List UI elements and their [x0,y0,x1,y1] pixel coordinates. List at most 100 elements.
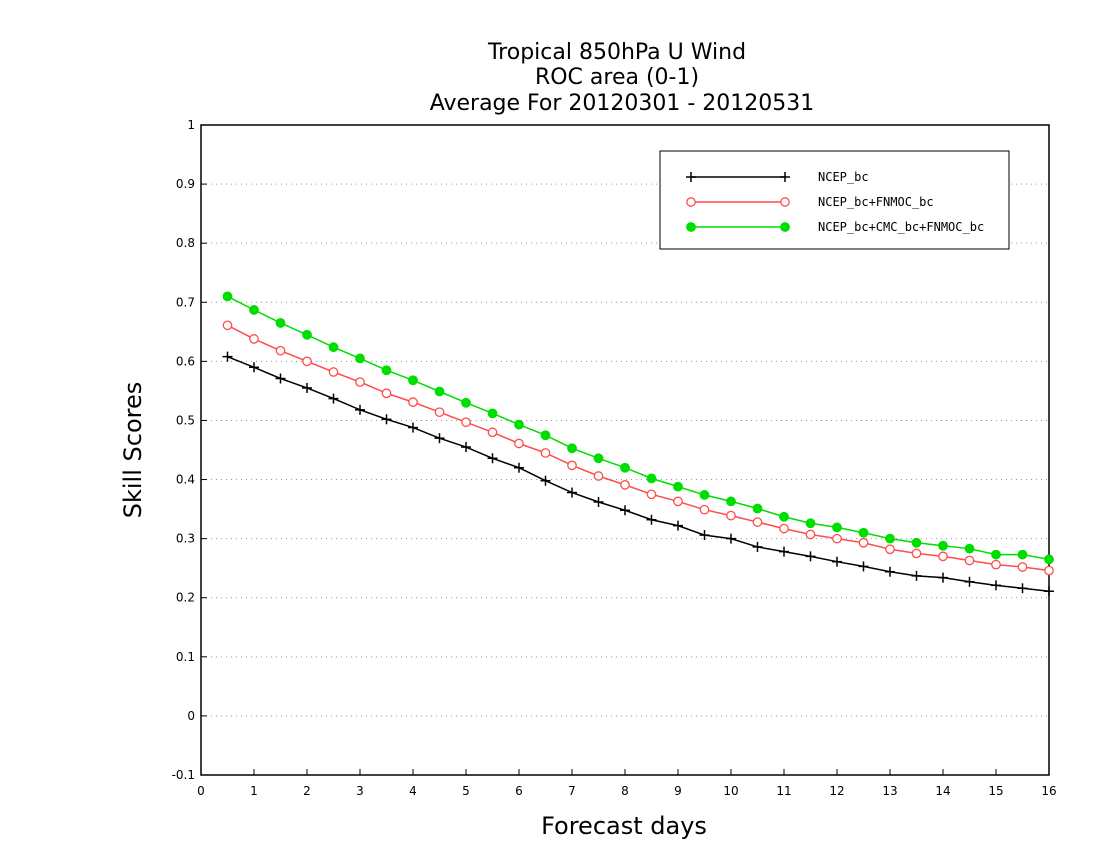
data-point [911,537,922,548]
series-line [227,295,1050,561]
legend-label: NCEP_bc [818,170,869,184]
data-point [646,514,657,525]
data-point [780,197,790,207]
legend: NCEP_bc NCEP_bc+FNMOC_bc NCEP_bc+CMC_bc+FN… [659,150,1010,250]
data-point [805,551,816,562]
data-point [222,291,233,302]
data-point [1044,565,1054,576]
x-axis-ticks: 0 1 2 3 4 5 6 7 8 9 10 11 12 13 14 15 16 [197,769,1057,798]
data-point [752,503,763,514]
data-point [991,559,1001,570]
data-point [699,530,710,541]
data-point [514,419,524,430]
y-tick-label: 0.6 [176,354,195,368]
y-tick-label: 0 [187,709,195,723]
data-point [620,462,630,473]
data-point [461,417,471,428]
data-point [858,527,869,538]
data-point [885,566,895,577]
data-point [567,443,577,454]
data-point [964,543,975,554]
data-point [514,438,524,449]
y-tick-label: 1 [187,118,195,132]
data-point [911,570,922,581]
data-point [222,320,233,331]
data-point [593,471,604,481]
data-point [858,537,869,548]
data-point [355,404,365,415]
data-point [249,305,259,315]
x-tick-label: 10 [723,784,738,798]
data-point [355,353,365,364]
y-tick-label: 0.9 [176,177,195,191]
y-tick-label: 0.5 [176,413,195,427]
y-tick-label: 0.2 [176,591,195,605]
data-point [461,442,471,453]
x-tick-label: 8 [621,784,629,798]
data-point [487,408,498,419]
data-point [938,551,948,562]
data-point [726,510,736,521]
data-point [779,523,789,534]
data-point [686,222,696,232]
series-3 [222,291,1054,565]
legend-box [659,150,1010,250]
data-point [779,546,789,557]
data-point [991,549,1001,560]
data-point [646,489,657,500]
data-point [434,433,445,444]
x-tick-label: 4 [409,784,417,798]
data-point [885,533,895,544]
data-point [514,462,524,473]
data-point [779,511,789,522]
data-point [408,422,418,433]
x-tick-label: 6 [515,784,523,798]
chart-title-line-3: Average For 20120301 - 20120531 [430,91,815,116]
data-point [275,318,286,328]
data-point [222,351,233,362]
data-point [408,375,418,386]
data-point [355,377,365,387]
data-point [964,555,975,566]
data-point [1044,554,1054,565]
chart-title-line-1: Tropical 850hPa U Wind [487,40,746,65]
data-point [832,556,842,567]
data-point [805,529,816,540]
data-point [434,407,445,418]
data-point [593,497,604,507]
data-point [699,504,710,515]
data-point [381,388,392,399]
data-point [752,517,763,527]
legend-entry: NCEP_bc+FNMOC_bc [686,195,934,209]
data-point [620,480,630,490]
series-line [227,355,1050,592]
x-tick-label: 1 [250,784,258,798]
x-tick-label: 15 [988,784,1003,798]
x-tick-label: 2 [303,784,311,798]
legend-entries: NCEP_bc NCEP_bc+FNMOC_bc NCEP_bc+CMC_bc+FN… [686,170,984,234]
data-point [1017,583,1028,594]
y-tick-label: 0.4 [176,473,195,487]
data-point [673,481,683,492]
data-point [832,533,842,544]
legend-label: NCEP_bc+FNMOC_bc [818,195,934,209]
y-tick-label: 0.1 [176,650,195,664]
data-point [487,453,498,464]
data-point [540,448,551,458]
data-point [673,520,683,531]
data-point [1044,586,1054,597]
series-2 [222,320,1054,576]
data-point [780,222,790,232]
data-point [328,393,339,404]
x-tick-label: 7 [568,784,576,798]
data-point [686,172,696,182]
data-point [275,345,286,356]
data-point [302,356,312,367]
data-point [328,367,339,377]
data-point [567,460,577,471]
data-point [593,453,604,464]
data-point [646,473,657,484]
data-point [567,487,577,498]
legend-label: NCEP_bc+CMC_bc+FNMOC_bc [818,220,984,234]
